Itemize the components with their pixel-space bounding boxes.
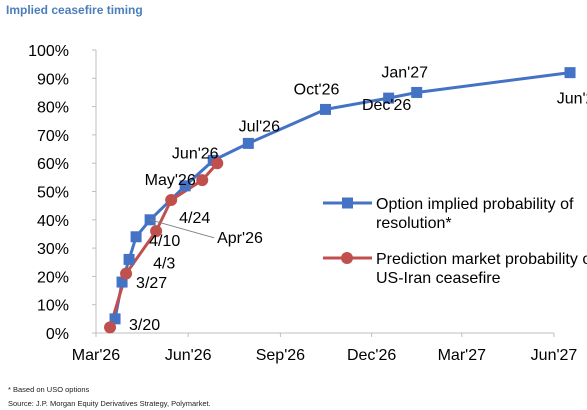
data-point-circle [211,157,224,170]
y-tick-label: 80% [37,100,69,117]
data-point-square [109,313,121,325]
y-tick-label: 20% [37,269,69,286]
annotation-label: Apr'26 [217,230,263,247]
data-point-circle [120,267,133,280]
annotation-label: 4/3 [153,255,175,272]
data-point-square [130,231,142,243]
data-point-circle [196,174,209,187]
y-tick-label: 100% [28,43,69,60]
y-tick-label: 90% [37,71,69,88]
legend-label: resolution* [376,215,452,232]
y-tick-label: 0% [46,326,69,343]
data-point-square [411,86,423,98]
data-point-circle [150,225,163,238]
chart-annotations: 3/20 3/27 4/3 4/10 4/24 Apr'26 May'26 Jun'26 Jul… [129,64,587,333]
data-point-square [564,67,576,79]
line-chart: 0% 10% 20% 30% 40% 50% 60% 70% 80% 90% 100% Mar'26 J… [28,43,587,364]
annotation-label: Jan'27 [381,64,428,81]
legend-square [342,197,353,209]
y-tick-label: 70% [37,128,69,145]
annotation-label: Dec'26 [362,97,411,114]
annotation-label: 3/20 [129,317,160,334]
annotation-label: May'26 [145,172,196,189]
y-tick-label: 30% [37,241,69,258]
x-tick-label: Mar'26 [72,347,121,364]
y-tick-label: 10% [37,298,69,315]
data-point-square [123,253,135,265]
data-point-circle [165,193,178,206]
chart-title: Implied ceasefire timing [6,3,143,17]
footnote-source: Source: J.P. Morgan Equity Derivatives S… [8,399,211,408]
annotation-label: 4/24 [179,210,210,227]
annotation-label: 4/10 [149,233,180,250]
x-tick-label: Sep'26 [256,347,305,364]
series-markers [104,67,576,334]
y-tick-label: 50% [37,185,69,202]
x-tick-label: Mar'27 [438,347,487,364]
y-tick-label: 40% [37,213,69,230]
annotation-label: 3/27 [136,275,167,292]
x-tick-label: Dec'26 [347,347,396,364]
chart-legend: Option implied probability of resolution*… [323,196,587,287]
data-point-square [320,103,332,115]
data-point-square [116,276,128,288]
annotation-label: Oct'26 [294,81,340,98]
x-tick-label: Jun'27 [531,347,578,364]
legend-circle [341,252,353,264]
legend-label: Prediction market probability of [376,251,587,268]
y-tick-label: 60% [37,156,69,173]
data-point-square [383,92,395,104]
footnote-uso: * Based on USO options [8,385,90,394]
data-point-circle [104,321,117,334]
annotation-label: Jun'26 [172,145,219,162]
annotation-label: Jul'26 [239,118,280,135]
data-point-square [179,180,191,192]
x-tick-label: Jun'26 [165,347,212,364]
legend-label: Option implied probability of [376,196,574,213]
chart-axes: 0% 10% 20% 30% 40% 50% 60% 70% 80% 90% 100% Mar'26 J… [28,43,577,364]
legend-label: US-Iran ceasefire [376,270,501,287]
annotation-label: Jun'27 [557,91,587,108]
annotation-leader [149,219,215,239]
data-point-square [242,137,254,149]
